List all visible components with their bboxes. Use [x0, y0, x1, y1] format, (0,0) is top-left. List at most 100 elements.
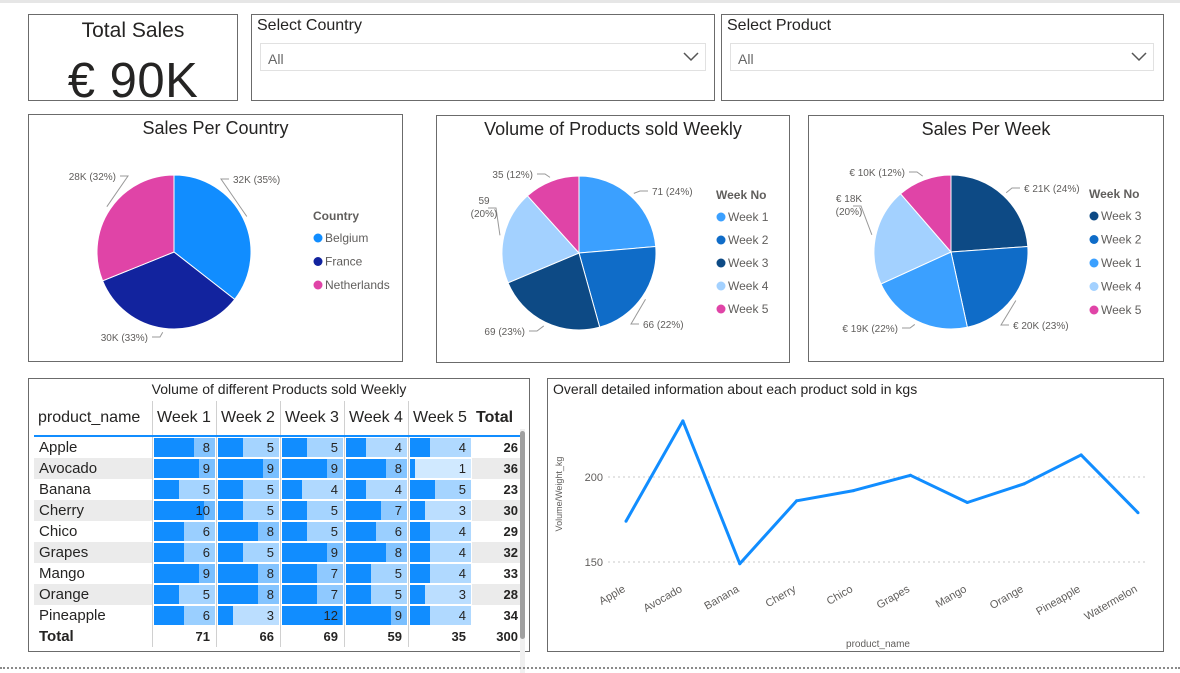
matrix-cell-value: 4	[330, 482, 338, 497]
legend-item-week-2[interactable]: Week 2	[728, 233, 769, 247]
line-point-apple[interactable]	[624, 519, 628, 523]
pie-leader-line	[1005, 187, 1020, 194]
line-point-banana[interactable]	[738, 562, 742, 566]
matrix-scrollbar-thumb[interactable]	[520, 431, 525, 639]
line-series[interactable]	[624, 419, 1140, 566]
pie-slice-week-1[interactable]	[880, 251, 968, 330]
matrix-header-week-3[interactable]: Week 3	[280, 401, 345, 436]
matrix-data-bar	[282, 438, 307, 457]
matrix-title: Volume of different Products sold Weekly	[151, 381, 407, 397]
legend-marker	[313, 257, 323, 266]
matrix-cell: 8	[216, 521, 281, 542]
table-row: Cherry 10 5 5 7 3 30	[34, 500, 524, 521]
matrix-header-product-name[interactable]: product_name	[38, 409, 141, 426]
pie-slice-week-4[interactable]	[873, 193, 952, 285]
pie-data-label: 71 (24%)	[652, 187, 693, 198]
matrix-cell: 9	[344, 605, 409, 626]
line-point-mango[interactable]	[965, 501, 969, 504]
legend-item-france[interactable]: France	[325, 255, 363, 269]
matrix-data-bar	[282, 459, 327, 478]
legend-item-week-5[interactable]: Week 5	[728, 302, 769, 316]
pie-slice-netherlands[interactable]	[96, 174, 175, 282]
line-point-cherry[interactable]	[795, 499, 799, 503]
pie-slice-week-2[interactable]	[950, 245, 1029, 328]
product-weight-chart: 150 200 Apple Avocado Banana Cherry Chico Grape…	[554, 419, 1148, 650]
pie-leader-line	[630, 298, 646, 325]
legend-item-week-1[interactable]: Week 1	[728, 210, 769, 224]
legend-item-week-3[interactable]: Week 3	[1101, 209, 1142, 223]
matrix-data-bar	[154, 501, 204, 520]
line-point-orange[interactable]	[1022, 482, 1026, 486]
matrix-data-bar	[346, 480, 366, 499]
matrix-cell-value: 6	[202, 608, 210, 623]
matrix-cell: 5	[408, 479, 472, 500]
matrix-data-bar	[154, 543, 184, 562]
matrix-cell: 9	[216, 458, 281, 479]
pie-slice-week-4[interactable]	[501, 195, 580, 284]
line-point-chico[interactable]	[852, 489, 856, 493]
pie-slice-france[interactable]	[101, 251, 236, 330]
matrix-cell-background	[218, 606, 279, 625]
matrix-product-name: Orange	[34, 584, 153, 605]
pie-slice-belgium[interactable]	[173, 174, 252, 301]
matrix-row-total: 23	[503, 482, 518, 497]
matrix-header-week-1[interactable]: Week 1	[152, 401, 217, 436]
matrix-row-total: 34	[503, 608, 518, 623]
line-point-avocado[interactable]	[681, 419, 685, 423]
pie-data-label: € 20K (23%)	[1013, 321, 1069, 332]
matrix-cell-value: 5	[266, 503, 274, 518]
pie-slice-week-3[interactable]	[950, 174, 1029, 253]
pie-data-label: 69 (23%)	[484, 327, 525, 338]
line-point-grapes[interactable]	[908, 473, 912, 477]
matrix-product-name: Banana	[39, 481, 91, 498]
matrix-data-bar	[218, 543, 243, 562]
matrix-header-total[interactable]: Total	[476, 409, 514, 426]
pie-slice-week-5[interactable]	[526, 175, 580, 255]
legend-item-week-1[interactable]: Week 1	[1101, 256, 1142, 270]
pie-leader-line	[902, 324, 916, 329]
matrix-data-bar	[346, 501, 381, 520]
pie-data-label: 28K (32%)	[69, 172, 116, 183]
pie-leader-line	[633, 190, 648, 194]
pie-leader-line	[1000, 300, 1017, 326]
matrix-row-total: 33	[503, 566, 518, 581]
matrix-cell: 12	[280, 605, 345, 626]
matrix-cell: 4	[408, 436, 472, 458]
matrix-data-bar	[282, 606, 342, 625]
country-dropdown[interactable]: All	[260, 43, 706, 71]
matrix-header-week-5[interactable]: Week 5	[408, 401, 472, 436]
matrix-cell-background	[410, 501, 471, 520]
legend-item-belgium[interactable]: Belgium	[325, 231, 368, 245]
matrix-header-week-2[interactable]: Week 2	[216, 401, 281, 436]
matrix-data-bar	[218, 501, 243, 520]
matrix-data-bar	[218, 438, 243, 457]
matrix-cell: 5	[344, 563, 409, 584]
matrix-cell: 5	[280, 436, 345, 458]
pie-slice-week-5[interactable]	[899, 174, 952, 254]
legend-marker	[313, 233, 323, 243]
table-row: Apple 8 5 5 4 4 26	[34, 436, 524, 458]
legend-item-week-4[interactable]: Week 4	[728, 279, 769, 293]
legend-item-week-2[interactable]: Week 2	[1101, 233, 1142, 247]
matrix-cell-value: 8	[202, 440, 210, 455]
legend-item-week-5[interactable]: Week 5	[1101, 303, 1142, 317]
chevron-down-icon	[683, 52, 699, 62]
line-point-watermelon[interactable]	[1136, 511, 1140, 515]
pie-slice-week-3[interactable]	[507, 252, 601, 331]
matrix-cell-value: 4	[458, 524, 466, 539]
x-tick-label: Avocado	[641, 583, 684, 615]
legend-item-netherlands[interactable]: Netherlands	[325, 278, 390, 292]
matrix-cell-background	[410, 459, 471, 478]
line-point-pineapple[interactable]	[1079, 453, 1083, 457]
pie-slice-week-1[interactable]	[578, 175, 657, 254]
matrix-data-bar	[218, 522, 258, 541]
product-dropdown[interactable]: All	[730, 43, 1154, 71]
matrix-header-week-4[interactable]: Week 4	[344, 401, 409, 436]
legend-item-week-3[interactable]: Week 3	[728, 256, 769, 270]
matrix-row-total: 28	[472, 584, 524, 605]
product-matrix: product_name Week 1 Week 2 Week 3 Week 4 Week…	[34, 401, 524, 647]
legend-item-week-4[interactable]: Week 4	[1101, 280, 1142, 294]
pie-slice-week-2[interactable]	[578, 246, 657, 328]
volume-weekly-card: Volume of Products sold Weekly 71 (24%) 6…	[436, 115, 790, 363]
legend-marker	[313, 280, 323, 290]
